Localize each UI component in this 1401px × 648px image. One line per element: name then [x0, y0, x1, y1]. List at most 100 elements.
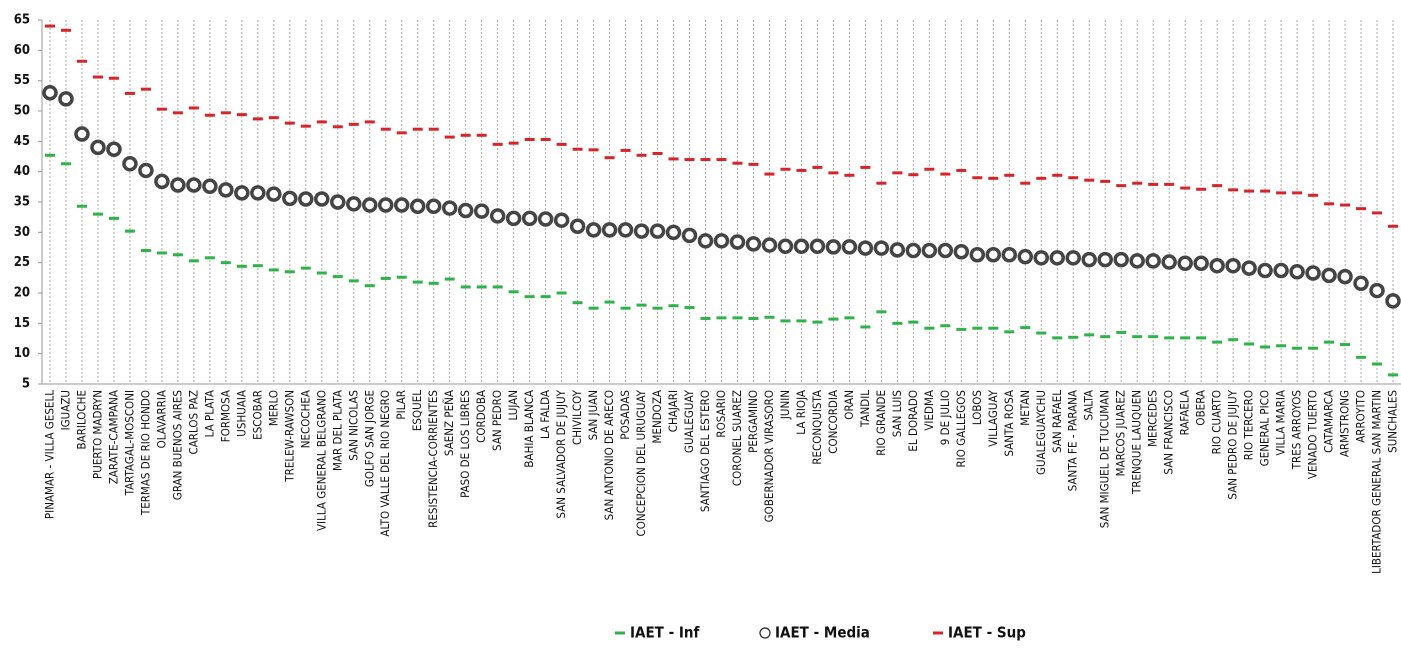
- y-tick-label: 50: [14, 104, 30, 119]
- marker-circle: [377, 197, 394, 213]
- x-tick-label: CORDOBA: [474, 390, 488, 443]
- marker-circle: [889, 242, 906, 258]
- x-tick-label: 9 DE JULIO: [938, 390, 952, 445]
- y-tick-label: 45: [14, 134, 30, 149]
- marker-circle: [745, 236, 762, 252]
- x-tick-label: PASO DE LOS LIBRES: [458, 390, 472, 498]
- marker-circle: [569, 218, 586, 235]
- x-tick-label: MARCOS JUAREZ: [1114, 390, 1128, 476]
- x-tick-label: METAN: [1018, 390, 1032, 426]
- y-tick-label: 40: [14, 164, 30, 179]
- marker-circle: [314, 191, 330, 207]
- x-tick-label: GOBERNADOR VIRASORO: [762, 390, 776, 522]
- marker-circle: [601, 222, 618, 238]
- x-tick-label: SAN PEDRO DE JUJUY: [1226, 389, 1240, 499]
- x-tick-label: LUJAN: [506, 390, 520, 420]
- legend-swatch: [759, 627, 771, 639]
- marker-circle: [1177, 255, 1193, 272]
- x-tick-label: EL DORADO: [906, 390, 920, 452]
- marker-circle: [1049, 250, 1066, 266]
- x-tick-label: RIO GALLEGOS: [954, 390, 968, 468]
- x-tick-label: RAFAELA: [1178, 390, 1192, 435]
- marker-circle: [122, 156, 138, 172]
- marker-circle: [1321, 267, 1337, 284]
- x-tick-label: VIEDMA: [922, 390, 936, 431]
- x-tick-label: BARILOCHE: [74, 390, 88, 449]
- x-tick-label: ZARATE-CAMPANA: [106, 390, 120, 484]
- marker-circle: [298, 191, 314, 207]
- marker-circle: [697, 233, 714, 249]
- y-tick-label: 30: [14, 225, 30, 240]
- marker-circle: [282, 190, 298, 207]
- marker-circle: [921, 242, 938, 259]
- x-tick-label: TRES ARROYOS: [1290, 390, 1304, 470]
- marker-circle: [857, 240, 874, 256]
- x-tick-label: ALTO VALLE DEL RIO NEGRO: [378, 390, 392, 537]
- marker-circle: [1289, 264, 1305, 280]
- marker-circle: [1337, 268, 1353, 285]
- marker-circle: [1257, 262, 1273, 279]
- x-tick-label: RIO GRANDE: [874, 390, 888, 456]
- marker-circle: [505, 210, 522, 227]
- y-tick-label: 10: [14, 346, 30, 361]
- marker-circle: [777, 238, 794, 255]
- legend-label: IAET - Sup: [948, 624, 1026, 642]
- marker-circle: [1193, 255, 1209, 272]
- x-tick-label: SANTA ROSA: [1002, 390, 1016, 457]
- x-tick-label: RIO TERCERO: [1242, 390, 1256, 460]
- x-tick-label: LIBERTADOR GENERAL SAN MARTIN: [1370, 390, 1384, 574]
- marker-circle: [841, 239, 858, 255]
- marker-circle: [1305, 265, 1321, 281]
- x-tick-label: TRELEW-RAWSON: [282, 390, 296, 483]
- marker-circle: [457, 202, 474, 219]
- marker-circle: [42, 85, 58, 101]
- marker-circle: [346, 196, 362, 212]
- y-tick-label: 60: [14, 43, 30, 58]
- x-tick-label: SAN NICOLAS: [346, 390, 360, 461]
- x-tick-label: GENERAL PICO: [1258, 390, 1272, 466]
- x-tick-label: PINAMAR - VILLA GESELL: [42, 390, 56, 519]
- marker-circle: [809, 238, 826, 255]
- x-tick-label: VILLA GENERAL BELGRANO: [314, 390, 328, 531]
- x-tick-label: SANTA FE - PARANA: [1066, 390, 1080, 491]
- x-tick-label: ROSARIO: [714, 390, 728, 438]
- x-tick-label: VILLA MARIA: [1274, 390, 1288, 456]
- x-tick-label: TANDIL: [858, 390, 872, 428]
- x-tick-label: SAN PEDRO: [490, 390, 504, 451]
- x-tick-label: IGUAZU: [58, 390, 72, 430]
- x-tick-label: TRENQUE LAUQUEN: [1130, 390, 1144, 495]
- x-tick-label: FORMOSA: [218, 390, 232, 442]
- marker-circle: [1081, 251, 1097, 268]
- marker-circle: [154, 173, 170, 190]
- marker-circle: [1225, 257, 1241, 274]
- x-tick-label: RIO CUARTO: [1210, 390, 1224, 454]
- marker-circle: [1145, 253, 1161, 269]
- marker-circle: [633, 223, 650, 239]
- marker-circle: [585, 222, 602, 238]
- marker-circle: [681, 227, 698, 244]
- marker-circle: [1129, 253, 1145, 269]
- marker-circle: [937, 242, 954, 259]
- marker-circle: [713, 233, 730, 249]
- y-tick-label: 5: [22, 377, 30, 392]
- marker-circle: [793, 238, 810, 255]
- x-tick-label: CORONEL SUAREZ: [730, 390, 744, 486]
- marker-circle: [1065, 250, 1081, 266]
- x-tick-label: TARTAGAL-MOSCONI: [122, 390, 136, 496]
- x-tick-label: SAN FRANCISCO: [1162, 390, 1176, 475]
- series: [42, 85, 1401, 309]
- marker-circle: [473, 203, 490, 219]
- x-tick-label: SUNCHALES: [1386, 390, 1400, 453]
- x-tick-label: CONCEPCION DEL URUGUAY: [634, 389, 648, 536]
- series: [44, 24, 1399, 228]
- marker-circle: [1385, 293, 1401, 309]
- x-tick-label: GUALEGUAY: [682, 389, 696, 453]
- x-tick-label: GRAN BUENOS AIRES: [170, 390, 184, 500]
- marker-circle: [1017, 248, 1034, 265]
- x-tick-label: GUALEGUAYCHU: [1034, 390, 1048, 475]
- marker-circle: [825, 239, 842, 255]
- x-tick-label: ESQUEL: [410, 390, 424, 431]
- marker-circle: [617, 222, 634, 238]
- marker-circle: [969, 247, 986, 263]
